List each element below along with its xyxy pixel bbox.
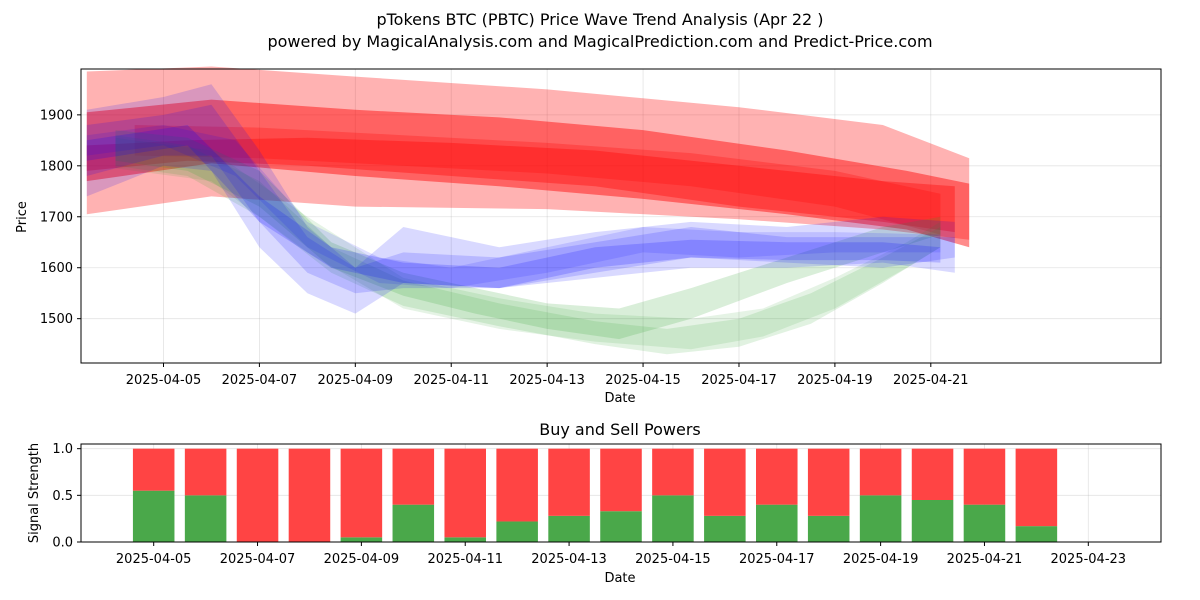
price-y-tick-label: 1900	[40, 108, 73, 123]
buy-sell-x-tick-label: 2025-04-13	[531, 552, 607, 567]
sell-bar	[600, 448, 642, 512]
sell-bar	[236, 448, 279, 542]
price-x-tick-label: 2025-04-05	[126, 373, 202, 388]
buy-sell-y-axis-label: Signal Strength	[27, 443, 42, 543]
price-grid	[81, 69, 1161, 363]
price-y-axis-label: Price	[15, 201, 30, 233]
green-wave-3-band	[115, 137, 941, 350]
buy-bar	[184, 495, 227, 542]
buy-sell-x-tick-label: 2025-04-21	[947, 552, 1023, 567]
sell-bar	[496, 448, 538, 522]
blue-wave-1-band	[86, 84, 955, 314]
sell-bar	[859, 448, 902, 496]
sell-bar	[392, 448, 435, 505]
price-x-tick-label: 2025-04-07	[222, 373, 298, 388]
buy-bar	[756, 504, 798, 542]
price-x-tick-label: 2025-04-19	[797, 373, 873, 388]
buy-bar	[600, 511, 642, 542]
buy-bar	[392, 504, 435, 542]
buy-sell-title: Buy and Sell Powers	[539, 420, 701, 439]
buy-sell-y-tick-label: 1.0	[52, 442, 73, 457]
buy-sell-x-tick-label: 2025-04-09	[324, 552, 400, 567]
buy-sell-y-tick-label: 0.0	[52, 536, 73, 551]
buy-bar	[1015, 526, 1058, 542]
red-wave-main-band	[86, 99, 970, 248]
price-plot-frame	[80, 68, 1162, 364]
green-wave-1-band	[115, 130, 941, 340]
buy-sell-bars	[132, 448, 1058, 542]
price-y-tick-label: 1500	[40, 312, 73, 327]
buy-bar	[859, 495, 902, 542]
sell-bar	[340, 448, 383, 538]
watermark: MagicalPrediction.com	[615, 114, 1065, 160]
green-wave-2-band	[115, 135, 941, 355]
price-x-axis: 2025-04-05 2025-04-07 2025-04-09 2025-04-11…	[126, 363, 969, 388]
red-wave-inner-band	[86, 137, 955, 233]
sell-bar	[756, 448, 798, 505]
watermark: MagicalAnalysis.com	[142, 264, 558, 310]
buy-bar	[807, 515, 850, 542]
buy-bar	[444, 537, 486, 542]
blue-wave-3-band	[86, 125, 941, 289]
price-x-tick-label: 2025-04-17	[701, 373, 777, 388]
sell-bar	[548, 448, 590, 516]
buy-sell-x-tick-label: 2025-04-23	[1051, 552, 1127, 567]
chart-title: pTokens BTC (PBTC) Price Wave Trend Anal…	[376, 10, 823, 29]
buy-bar	[704, 515, 746, 542]
sell-bar	[1015, 448, 1058, 527]
price-y-axis: 1500 1600 1700 1800 1900	[40, 108, 81, 327]
price-x-tick-label: 2025-04-13	[509, 373, 585, 388]
buy-bar	[132, 490, 175, 542]
price-y-tick-label: 1700	[40, 210, 73, 225]
blue-wave-4-band	[86, 125, 941, 289]
price-x-axis-label: Date	[604, 391, 635, 406]
buy-sell-x-tick-label: 2025-04-17	[739, 552, 815, 567]
sell-bar	[807, 448, 850, 516]
buy-sell-y-axis: 0.0 0.5 1.0	[52, 442, 81, 551]
red-wave-short-band	[134, 125, 941, 235]
price-x-tick-label: 2025-04-11	[413, 373, 489, 388]
blue-wave-2-band	[86, 104, 955, 294]
sell-bar	[652, 448, 694, 496]
buy-sell-plot-frame	[80, 443, 1162, 543]
sell-bar	[911, 448, 954, 500]
sell-bar	[184, 448, 227, 496]
price-y-tick-label: 1600	[40, 261, 73, 276]
buy-sell-x-tick-label: 2025-04-11	[427, 552, 503, 567]
price-x-tick-label: 2025-04-15	[605, 373, 681, 388]
buy-bar	[496, 521, 538, 542]
buy-bar	[963, 504, 1006, 542]
buy-sell-x-tick-label: 2025-04-19	[843, 552, 919, 567]
buy-sell-y-tick-label: 0.5	[52, 489, 73, 504]
chart-subtitle: powered by MagicalAnalysis.com and Magic…	[267, 32, 932, 51]
buy-bar	[548, 515, 590, 542]
sell-bar	[288, 448, 331, 542]
price-y-tick-label: 1800	[40, 159, 73, 174]
watermark: MagicalPrediction.com	[615, 422, 1065, 468]
price-x-tick-label: 2025-04-09	[318, 373, 394, 388]
buy-sell-chart: Buy and Sell Powers MagicalAnalysis.com …	[27, 420, 1162, 586]
buy-sell-x-tick-label: 2025-04-07	[220, 552, 296, 567]
buy-sell-x-axis-label: Date	[604, 571, 635, 586]
buy-sell-x-axis: 2025-04-05 2025-04-07 2025-04-09 2025-04-11…	[116, 542, 1126, 567]
sell-bar	[704, 448, 746, 516]
watermark: MagicalPrediction.com	[615, 264, 1065, 310]
price-wave-series	[86, 66, 970, 355]
buy-bar	[911, 500, 954, 542]
sell-bar	[132, 448, 175, 491]
buy-bar	[652, 495, 694, 542]
watermark: MagicalAnalysis.com	[142, 422, 558, 468]
buy-bar	[340, 537, 383, 542]
watermark: MagicalAnalysis.com	[142, 114, 558, 160]
buy-sell-x-tick-label: 2025-04-05	[116, 552, 192, 567]
sell-bar	[963, 448, 1006, 505]
sell-bar	[444, 448, 486, 538]
buy-sell-x-tick-label: 2025-04-15	[635, 552, 711, 567]
price-plot-area	[81, 69, 1161, 363]
red-wave-wide-band	[86, 66, 970, 240]
price-x-tick-label: 2025-04-21	[893, 373, 969, 388]
price-wave-chart: MagicalAnalysis.com MagicalPrediction.co…	[15, 66, 1162, 406]
